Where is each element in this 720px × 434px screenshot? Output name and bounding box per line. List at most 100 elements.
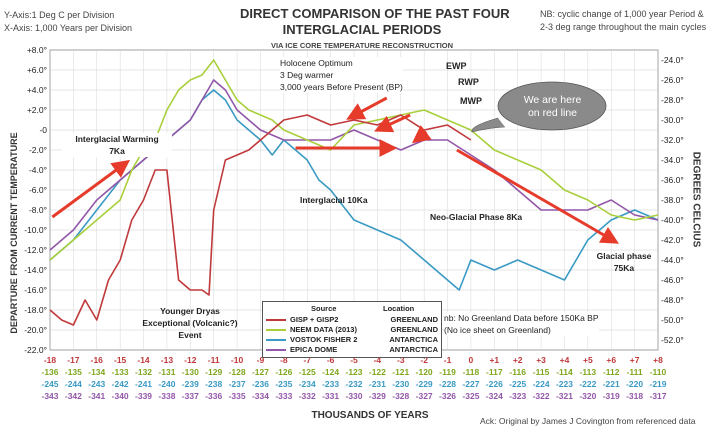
y-tick-label: +4.0°	[27, 85, 47, 95]
x-tick-label: -245	[41, 379, 58, 389]
x-tick-label: -320	[579, 391, 596, 401]
x-tick-label: -241	[135, 379, 152, 389]
x-tick-label: -118	[463, 367, 480, 377]
chart-title-line2: INTERGLACIAL PERIODS	[282, 22, 442, 37]
y-tick-label-right: -28.0°	[661, 95, 684, 105]
x-tick-label: -113	[580, 367, 597, 377]
y-tick-label-right: -44.0°	[661, 255, 684, 265]
y-tick-label-right: -30.0°	[661, 115, 684, 125]
nb-note-line1: NB: cyclic change of 1,000 year Period &	[540, 9, 704, 19]
x-tick-label: -234	[299, 379, 316, 389]
chart-subtitle: VIA ICE CORE TEMPERATURE RECONSTRUCTION	[270, 41, 454, 50]
x-tick-label: -16	[91, 355, 104, 365]
y-tick-label: -20.0°	[24, 325, 47, 335]
x-tick-label: -8	[280, 355, 288, 365]
y-tick-label: -14.0°	[24, 265, 47, 275]
x-tick-label: -225	[509, 379, 526, 389]
x-tick-label: -114	[556, 367, 573, 377]
younger-dryas-label: Younger Dryas Exceptional (Volcanic?) Ev…	[130, 305, 250, 341]
y-tick-label: -8.0°	[29, 205, 47, 215]
y-tick-label: -2.0°	[29, 145, 47, 155]
x-tick-label: +6	[606, 355, 616, 365]
x-tick-label: +5	[583, 355, 593, 365]
x-tick-label: +7	[630, 355, 640, 365]
x-tick-label: +8	[653, 355, 663, 365]
y-tick-label: -18.0°	[24, 305, 47, 315]
x-tick-label: -242	[112, 379, 129, 389]
legend-location: ANTARCTICA	[389, 345, 438, 354]
x-tick-label: -232	[345, 379, 362, 389]
x-tick-label: -110	[650, 367, 667, 377]
legend-header-location: Location	[383, 304, 415, 313]
younger-line-1: Younger Dryas	[160, 306, 220, 316]
acknowledgement: Ack: Original by James J Covington from …	[480, 416, 696, 426]
holocene-line-3: 3,000 years Before Present (BP)	[280, 82, 403, 92]
x-tick-label: -322	[533, 391, 550, 401]
x-tick-label: -220	[626, 379, 643, 389]
x-tick-label: -125	[299, 367, 316, 377]
y-axis-label-right: DEGREES CELCIUS	[690, 151, 702, 248]
legend-name: VOSTOK FISHER 2	[290, 335, 358, 344]
y-tick-label: +2.0°	[27, 105, 47, 115]
legend: Source Location GISP + GISP2 GREENLAND N…	[262, 301, 442, 358]
y-tick-label-right: -48.0°	[661, 295, 684, 305]
legend-swatch-vostok	[266, 339, 286, 341]
x-tick-label: -332	[299, 391, 316, 401]
x-tick-label: -224	[533, 379, 550, 389]
x-tick-label: -231	[369, 379, 386, 389]
x-tick-rows: -18 -17 -16 -15 -14 -13 -12 -11 -10 -9 -8 -7 -6 -5 -4-…	[41, 355, 666, 401]
legend-header-source: Source	[311, 304, 337, 313]
y-tick-label: +8.0°	[27, 45, 47, 55]
legend-row: VOSTOK FISHER 2 ANTARCTICA	[266, 335, 438, 345]
x-tick-label: -324	[486, 391, 503, 401]
arrow-mwp	[411, 125, 432, 144]
arrow-to-glacial-phase	[456, 148, 620, 244]
y-tick-label-right: -52.0°	[661, 335, 684, 345]
y-tick-label: -6.0°	[29, 185, 47, 195]
x-tick-label: -219	[649, 379, 666, 389]
x-tick-label: -18	[44, 355, 57, 365]
arrow-rwp	[374, 113, 411, 133]
x-tick-label: -130	[182, 367, 199, 377]
x-tick-label: -1	[444, 355, 452, 365]
x-tick-label: -317	[649, 391, 666, 401]
x-tick-label: +1	[489, 355, 499, 365]
rwp-label: RWP	[458, 77, 479, 87]
y-ticks-left: +8.0° +6.0° +4.0° +2.0° -0 -2.0° -4.0° -6.0° -8.…	[24, 45, 47, 355]
x-tick-label: -333	[275, 391, 292, 401]
legend-name: GISP + GISP2	[290, 315, 339, 324]
y-tick-label: -22.0°	[24, 345, 47, 355]
x-tick-label: -239	[182, 379, 199, 389]
y-tick-label-right: -34.0°	[661, 155, 684, 165]
y-tick-label-right: -50.0°	[661, 315, 684, 325]
y-tick-label: -10.0°	[24, 225, 47, 235]
legend-row: EPICA DOME ANTARCTICA	[266, 345, 438, 355]
holocene-line-1: Holocene Optimum	[280, 58, 353, 68]
interglacial-warming-label: Interglacial Warming 7Ka	[62, 133, 172, 157]
x-tick-label: -123	[345, 367, 362, 377]
x-tick-label: -337	[182, 391, 199, 401]
callout-line-1: We are here	[523, 94, 582, 106]
y-tick-label-right: -26.0°	[661, 75, 684, 85]
y-ticks-right: -24.0° -26.0° -28.0° -30.0° -32.0° -34.0° -36.…	[661, 55, 684, 345]
x-tick-label: -318	[626, 391, 643, 401]
legend-row: GISP + GISP2 GREENLAND	[266, 315, 438, 325]
x-tick-label: 0	[469, 355, 474, 365]
y-tick-label: -0	[39, 125, 47, 135]
x-tick-label: -135	[65, 367, 82, 377]
x-tick-label: -222	[579, 379, 596, 389]
callout-bubble	[471, 81, 607, 133]
x-tick-label: -230	[392, 379, 409, 389]
x-tick-label: -237	[229, 379, 246, 389]
x-tick-label: -14	[137, 355, 150, 365]
x-tick-label: -11	[208, 355, 220, 365]
x-tick-label: -323	[509, 391, 526, 401]
x-tick-label: -221	[603, 379, 620, 389]
x-tick-label: -244	[65, 379, 82, 389]
legend-swatch-neem	[266, 329, 286, 331]
y-tick-label-right: -42.0°	[661, 235, 684, 245]
interglacial-10ka-label: Interglacial 10Ka	[300, 195, 368, 205]
x-tick-label: -122	[369, 367, 386, 377]
x-tick-label: -243	[88, 379, 105, 389]
